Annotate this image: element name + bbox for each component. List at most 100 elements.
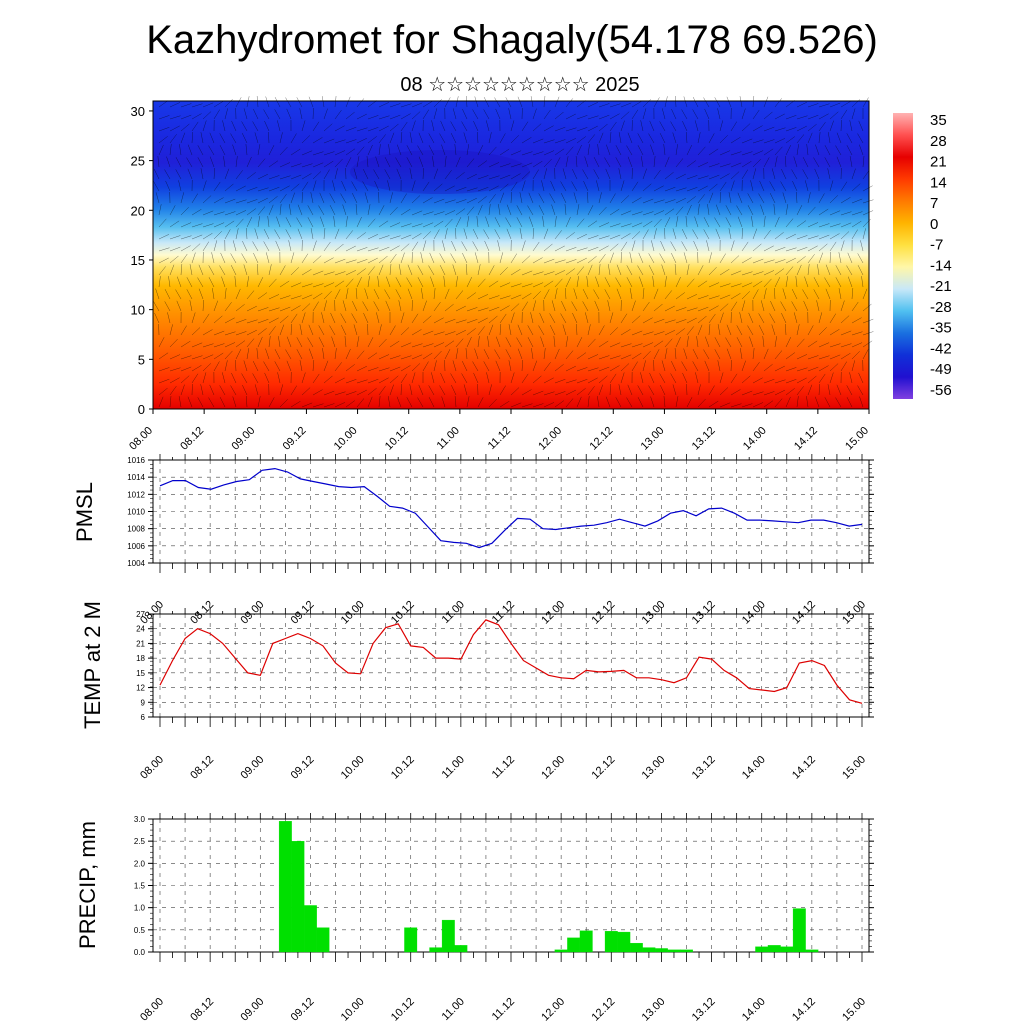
wind-barb [747,205,754,216]
wind-barb [730,121,738,132]
wind-barb [202,180,207,192]
wind-barb [840,315,850,324]
wind-barb [235,156,238,168]
wind-barb [461,241,468,252]
wind-barb [796,396,799,408]
wind-barb [615,145,622,156]
wind-barb [851,108,856,120]
wind-barb [565,138,577,144]
precip-bar [579,930,593,953]
wind-barb [484,240,490,252]
wind-barb [653,331,665,336]
wind-barb [202,313,210,324]
wind-barb [400,384,402,396]
wind-barb [664,276,667,288]
wind-barb [807,264,810,276]
wind-barb [198,288,204,300]
wind-barb [166,156,171,168]
wind-barb [451,384,457,396]
wind-barb [411,363,421,372]
wind-barb [653,349,660,360]
wind-barb [631,343,643,348]
wind-barb [752,402,764,408]
wind-barb [565,113,576,120]
wind-barb [433,331,445,336]
wind-barb [499,282,511,288]
wind-barb [521,180,526,192]
wind-barb [463,132,468,144]
wind-barb [862,340,873,348]
wind-barb [452,264,457,276]
wind-barb [420,252,424,264]
wind-barb [741,360,746,372]
wind-barb [477,132,479,144]
wind-barb [543,150,555,156]
wind-barb [565,389,576,396]
wind-barb [862,331,874,336]
wind-barb [840,101,851,108]
wind-barb [686,204,692,216]
wind-barb [411,233,422,240]
wind-barb [265,96,270,108]
wind-barb [200,168,204,180]
wind-barb [609,121,617,132]
wind-barb [681,241,688,252]
wind-barb [444,349,451,360]
wind-barb [510,120,515,132]
wind-barb [312,180,317,192]
wind-barb [763,259,775,264]
x-tick-label: 10.12 [383,425,411,453]
wind-barb [191,209,202,216]
wind-barb [730,255,740,264]
y-tick-label: 24 [136,625,145,634]
wind-barb [620,343,632,348]
wind-barb [376,312,380,324]
wind-barb [730,137,741,144]
wind-barb [631,330,643,336]
wind-barb [649,120,655,132]
wind-barb [758,325,765,336]
wind-barb [671,252,677,264]
wind-barb [450,373,457,384]
wind-barb [307,217,314,228]
wind-barb [466,307,478,312]
wind-barb [708,133,715,144]
wind-barb [345,139,357,144]
wind-barb [224,331,236,336]
wind-barb [301,150,313,156]
wind-barb [158,396,164,408]
wind-barb [176,300,182,312]
wind-barb [378,264,384,276]
wind-barb [279,315,289,324]
wind-barb [715,228,721,240]
wind-barb [465,96,468,108]
wind-barb [730,270,742,276]
x-tick-label: 12.00 [536,425,564,453]
wind-barb [495,360,501,372]
wind-barb [565,98,574,108]
wind-barb [209,156,215,168]
wind-barb [631,300,636,312]
wind-barb [774,350,783,360]
wind-barb [202,102,214,108]
y-tick-label: 9 [141,698,146,707]
wind-barb [197,157,204,168]
wind-barb [521,373,529,384]
wind-barb [169,115,181,120]
wind-barb [418,132,424,144]
wind-barb [686,264,690,276]
wind-barb [653,218,662,228]
wind-barb [521,121,529,132]
wind-barb [477,294,489,300]
wind-barb [818,384,821,396]
wind-barb [565,365,576,372]
wind-barb [763,157,770,168]
wind-barb [521,171,531,180]
wind-barb [554,379,566,384]
wind-barb [598,253,606,264]
wind-barb [488,132,492,144]
wind-barb [620,223,632,228]
wind-barb [791,169,798,180]
wind-barb [741,161,752,168]
wind-barb [268,336,271,348]
